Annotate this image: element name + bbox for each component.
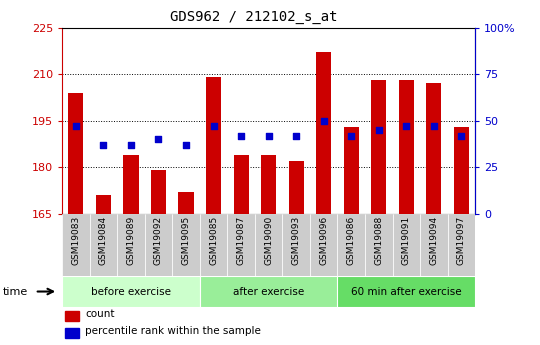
Text: count: count (85, 309, 114, 319)
FancyBboxPatch shape (62, 214, 90, 276)
Text: GSM19085: GSM19085 (209, 216, 218, 265)
Bar (454, 127, 469, 214)
Text: GSM19097: GSM19097 (457, 216, 466, 265)
Bar (123, 155, 139, 214)
FancyBboxPatch shape (365, 214, 393, 276)
Bar (151, 170, 166, 214)
Text: after exercise: after exercise (233, 287, 304, 296)
FancyBboxPatch shape (282, 214, 310, 276)
Bar (62, 276, 200, 307)
Text: 60 min after exercise: 60 min after exercise (351, 287, 462, 296)
Point (347, 133, 355, 138)
Text: GSM19090: GSM19090 (264, 216, 273, 265)
Text: GSM19086: GSM19086 (347, 216, 356, 265)
Point (71, 124, 80, 129)
Bar (96, 195, 111, 214)
Text: GSM19083: GSM19083 (71, 216, 80, 265)
FancyBboxPatch shape (117, 214, 145, 276)
Point (429, 124, 438, 129)
Bar (233, 155, 249, 214)
Text: GSM19092: GSM19092 (154, 216, 163, 265)
Text: GDS962 / 212102_s_at: GDS962 / 212102_s_at (170, 10, 338, 24)
Text: GSM19091: GSM19091 (402, 216, 411, 265)
FancyBboxPatch shape (145, 214, 172, 276)
FancyBboxPatch shape (227, 214, 255, 276)
FancyBboxPatch shape (200, 214, 227, 276)
Text: GSM19094: GSM19094 (429, 216, 438, 265)
Bar (288, 161, 304, 214)
Bar (343, 127, 359, 214)
Bar (200, 276, 338, 307)
Point (154, 137, 163, 142)
Text: GSM19088: GSM19088 (374, 216, 383, 265)
Point (292, 133, 300, 138)
Point (319, 118, 328, 124)
Point (265, 133, 273, 138)
Point (126, 142, 135, 148)
Text: percentile rank within the sample: percentile rank within the sample (85, 326, 261, 336)
Point (181, 142, 190, 148)
Text: time: time (3, 287, 28, 296)
FancyBboxPatch shape (393, 214, 420, 276)
Bar (206, 77, 221, 214)
FancyBboxPatch shape (90, 214, 117, 276)
FancyBboxPatch shape (448, 214, 475, 276)
Bar (261, 155, 276, 214)
FancyBboxPatch shape (172, 214, 200, 276)
Point (99, 142, 108, 148)
Bar (65, 310, 79, 321)
Text: GSM19096: GSM19096 (319, 216, 328, 265)
Text: GSM19089: GSM19089 (126, 216, 136, 265)
Bar (338, 276, 475, 307)
Text: GSM19095: GSM19095 (181, 216, 191, 265)
Bar (426, 83, 442, 214)
Bar (178, 192, 194, 214)
Text: GSM19093: GSM19093 (292, 216, 301, 265)
Point (402, 124, 410, 129)
Bar (316, 52, 332, 214)
Point (237, 133, 245, 138)
FancyBboxPatch shape (255, 214, 282, 276)
FancyBboxPatch shape (338, 214, 365, 276)
Bar (399, 80, 414, 214)
FancyBboxPatch shape (420, 214, 448, 276)
Bar (371, 80, 387, 214)
Point (457, 133, 465, 138)
Bar (68, 93, 84, 214)
Text: before exercise: before exercise (91, 287, 171, 296)
FancyBboxPatch shape (310, 214, 338, 276)
Text: GSM19084: GSM19084 (99, 216, 108, 265)
Point (210, 124, 218, 129)
Text: GSM19087: GSM19087 (237, 216, 246, 265)
Bar (65, 328, 79, 338)
Point (374, 127, 383, 133)
